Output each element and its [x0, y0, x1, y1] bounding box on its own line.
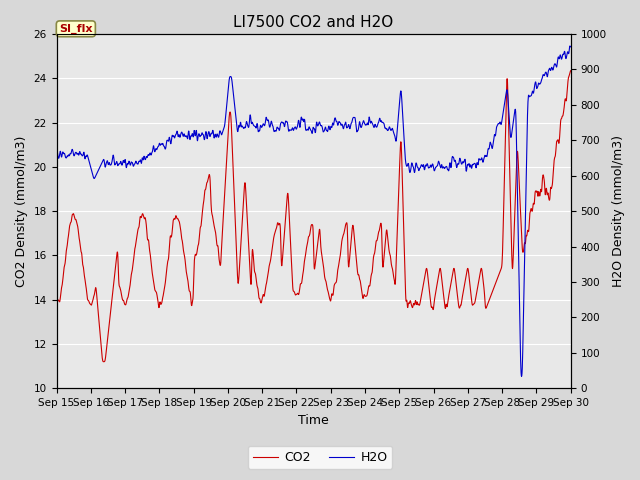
Y-axis label: H2O Density (mmol/m3): H2O Density (mmol/m3)	[612, 135, 625, 287]
H2O	[536, 81, 543, 87]
H2O	[567, 44, 575, 50]
CO2	[536, 193, 543, 199]
Legend: CO2, H2O: CO2, H2O	[248, 446, 392, 469]
H2O	[52, 144, 60, 150]
Title: LI7500 CO2 and H2O: LI7500 CO2 and H2O	[234, 15, 394, 30]
Text: SI_flx: SI_flx	[59, 24, 93, 34]
X-axis label: Time: Time	[298, 414, 329, 427]
CO2	[100, 359, 108, 365]
H2O	[196, 134, 204, 140]
Y-axis label: CO2 Density (mmol/m3): CO2 Density (mmol/m3)	[15, 135, 28, 287]
CO2	[340, 232, 348, 238]
CO2	[196, 226, 204, 232]
H2O	[518, 373, 525, 379]
H2O	[522, 216, 529, 222]
CO2	[567, 68, 575, 73]
CO2	[328, 291, 336, 297]
H2O	[463, 168, 470, 173]
CO2	[52, 299, 60, 305]
H2O	[566, 43, 573, 49]
H2O	[328, 124, 336, 130]
CO2	[463, 269, 470, 275]
Line: H2O: H2O	[56, 46, 571, 376]
CO2	[522, 241, 529, 247]
H2O	[339, 126, 347, 132]
Line: CO2: CO2	[56, 71, 571, 362]
